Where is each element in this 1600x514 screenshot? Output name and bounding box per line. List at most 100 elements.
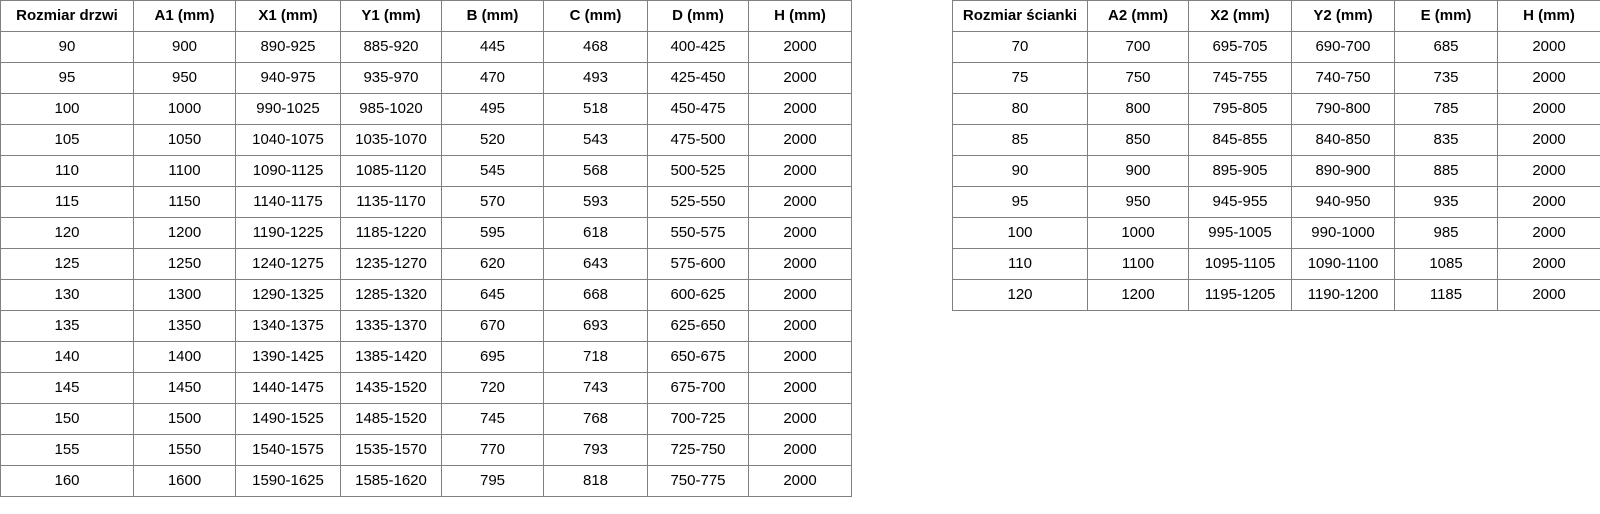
table-cell: 900 bbox=[1087, 155, 1189, 187]
table-cell: 985 bbox=[1394, 217, 1498, 249]
table-cell: 890-900 bbox=[1291, 155, 1395, 187]
table-cell: 885 bbox=[1394, 155, 1498, 187]
table-cell: 520 bbox=[441, 124, 544, 156]
table-cell: 525-550 bbox=[647, 186, 749, 218]
table-row: 115 1150 1140-1175 1135-1170 570 593 525-550 20… bbox=[0, 186, 852, 218]
table-cell: 1350 bbox=[133, 310, 236, 342]
table-cell: 100 bbox=[0, 93, 134, 125]
table-cell: 2000 bbox=[748, 248, 852, 280]
column-header-4: Y1 (mm) bbox=[340, 0, 442, 32]
table-cell: 145 bbox=[0, 372, 134, 404]
table-cell: 575-600 bbox=[647, 248, 749, 280]
table-row: 105 1050 1040-1075 1035-1070 520 543 475-500 20… bbox=[0, 124, 852, 156]
table-cell: 1585-1620 bbox=[340, 465, 442, 497]
table-cell: 1385-1420 bbox=[340, 341, 442, 373]
table-row: 85 850 845-855 840-850 835 2000 bbox=[952, 124, 1600, 156]
column-header-1: Rozmiar ścianki bbox=[952, 0, 1088, 32]
table-cell: 2000 bbox=[748, 155, 852, 187]
table-cell: 1400 bbox=[133, 341, 236, 373]
column-header-4: Y2 (mm) bbox=[1291, 0, 1395, 32]
table-cell: 150 bbox=[0, 403, 134, 435]
table-cell: 1050 bbox=[133, 124, 236, 156]
column-header-2: A1 (mm) bbox=[133, 0, 236, 32]
table-cell: 2000 bbox=[1497, 62, 1600, 94]
table-cell: 1190-1200 bbox=[1291, 279, 1395, 311]
table-cell: 1035-1070 bbox=[340, 124, 442, 156]
table-cell: 743 bbox=[543, 372, 648, 404]
table-cell: 945-955 bbox=[1188, 186, 1292, 218]
table-cell: 2000 bbox=[1497, 93, 1600, 125]
table-cell: 735 bbox=[1394, 62, 1498, 94]
door-size-table: Rozmiar drzwi A1 (mm) X1 (mm) Y1 (mm) B (mm)… bbox=[0, 0, 852, 497]
table-row: 120 1200 1195-1205 1190-1200 1185 2000 bbox=[952, 279, 1600, 311]
table-cell: 1190-1225 bbox=[235, 217, 341, 249]
table-row: 130 1300 1290-1325 1285-1320 645 668 600-625 20… bbox=[0, 279, 852, 311]
table-row: 95 950 945-955 940-950 935 2000 bbox=[952, 186, 1600, 218]
table-cell: 475-500 bbox=[647, 124, 749, 156]
table-cell: 80 bbox=[952, 93, 1088, 125]
table-cell: 1240-1275 bbox=[235, 248, 341, 280]
table-row: 100 1000 990-1025 985-1020 495 518 450-475 2000 bbox=[0, 93, 852, 125]
table-cell: 643 bbox=[543, 248, 648, 280]
table-cell: 160 bbox=[0, 465, 134, 497]
table-row: 75 750 745-755 740-750 735 2000 bbox=[952, 62, 1600, 94]
table-cell: 1290-1325 bbox=[235, 279, 341, 311]
table-cell: 100 bbox=[952, 217, 1088, 249]
table-cell: 2000 bbox=[748, 31, 852, 63]
table-cell: 2000 bbox=[1497, 248, 1600, 280]
table-cell: 155 bbox=[0, 434, 134, 466]
table-cell: 990-1000 bbox=[1291, 217, 1395, 249]
table-cell: 110 bbox=[0, 155, 134, 187]
table-cell: 1590-1625 bbox=[235, 465, 341, 497]
table-cell: 700-725 bbox=[647, 403, 749, 435]
table-row: 120 1200 1190-1225 1185-1220 595 618 550-575 20… bbox=[0, 217, 852, 249]
table-row: 135 1350 1340-1375 1335-1370 670 693 625-650 20… bbox=[0, 310, 852, 342]
table-row: 150 1500 1490-1525 1485-1520 745 768 700-725 20… bbox=[0, 403, 852, 435]
table-cell: 1200 bbox=[1087, 279, 1189, 311]
table-cell: 1500 bbox=[133, 403, 236, 435]
table-cell: 995-1005 bbox=[1188, 217, 1292, 249]
table-cell: 835 bbox=[1394, 124, 1498, 156]
table-row: 100 1000 995-1005 990-1000 985 2000 bbox=[952, 217, 1600, 249]
table-cell: 105 bbox=[0, 124, 134, 156]
table-cell: 725-750 bbox=[647, 434, 749, 466]
table-cell: 425-450 bbox=[647, 62, 749, 94]
table-cell: 518 bbox=[543, 93, 648, 125]
table-cell: 745-755 bbox=[1188, 62, 1292, 94]
table-row: 90 900 890-925 885-920 445 468 400-425 2000 bbox=[0, 31, 852, 63]
table-cell: 2000 bbox=[748, 465, 852, 497]
table-cell: 70 bbox=[952, 31, 1088, 63]
table-row: 145 1450 1440-1475 1435-1520 720 743 675-700 20… bbox=[0, 372, 852, 404]
table-row: 95 950 940-975 935-970 470 493 425-450 2000 bbox=[0, 62, 852, 94]
table-header-row: Rozmiar drzwi A1 (mm) X1 (mm) Y1 (mm) B (mm)… bbox=[0, 0, 852, 32]
table-cell: 818 bbox=[543, 465, 648, 497]
table-cell: 1600 bbox=[133, 465, 236, 497]
table-cell: 1490-1525 bbox=[235, 403, 341, 435]
table-cell: 1195-1205 bbox=[1188, 279, 1292, 311]
table-cell: 95 bbox=[0, 62, 134, 94]
table-cell: 95 bbox=[952, 186, 1088, 218]
table-cell: 1250 bbox=[133, 248, 236, 280]
table-cell: 90 bbox=[0, 31, 134, 63]
column-header-6: C (mm) bbox=[543, 0, 648, 32]
table-cell: 940-975 bbox=[235, 62, 341, 94]
table-cell: 2000 bbox=[1497, 279, 1600, 311]
table-cell: 790-800 bbox=[1291, 93, 1395, 125]
table-cell: 1335-1370 bbox=[340, 310, 442, 342]
table-cell: 1435-1520 bbox=[340, 372, 442, 404]
table-cell: 1540-1575 bbox=[235, 434, 341, 466]
table-cell: 620 bbox=[441, 248, 544, 280]
column-header-7: D (mm) bbox=[647, 0, 749, 32]
table-cell: 543 bbox=[543, 124, 648, 156]
table-cell: 2000 bbox=[748, 341, 852, 373]
table-cell: 695 bbox=[441, 341, 544, 373]
table-cell: 2000 bbox=[1497, 186, 1600, 218]
table-cell: 468 bbox=[543, 31, 648, 63]
table-row: 110 1100 1095-1105 1090-1100 1085 2000 bbox=[952, 248, 1600, 280]
table-cell: 618 bbox=[543, 217, 648, 249]
table-cell: 718 bbox=[543, 341, 648, 373]
table-cell: 1185 bbox=[1394, 279, 1498, 311]
column-header-6: H (mm) bbox=[1497, 0, 1600, 32]
table-cell: 130 bbox=[0, 279, 134, 311]
